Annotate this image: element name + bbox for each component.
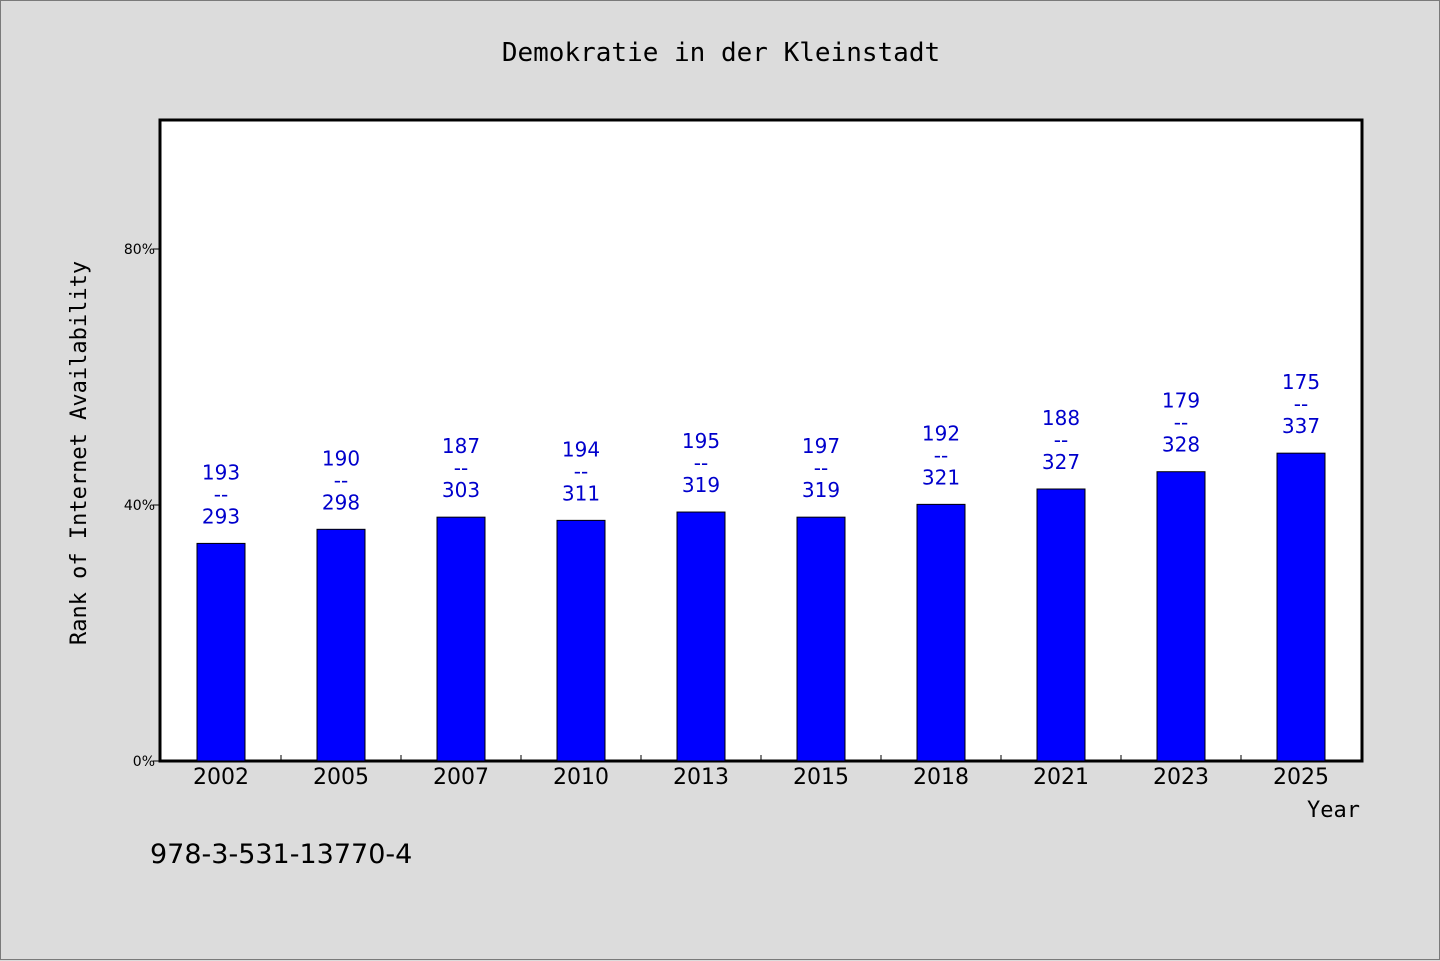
data-label: 328	[1162, 433, 1200, 457]
data-label: 321	[922, 465, 960, 489]
bars	[196, 452, 1326, 762]
data-label: --	[1294, 392, 1308, 416]
x-tick-label: 2013	[673, 765, 729, 790]
data-labels: 193--293190--298187--303194--311195--319…	[202, 370, 1320, 528]
data-label: 319	[802, 478, 840, 502]
data-label: --	[1174, 411, 1188, 435]
data-label: --	[214, 482, 228, 506]
x-tick-label: 2015	[793, 765, 849, 790]
data-label: 193	[202, 460, 240, 484]
x-tick-label: 2007	[433, 765, 489, 790]
bar	[676, 511, 726, 762]
x-axis: 2002 2005 2007 2010 2013 2015 2018 2021 2023 2025	[193, 755, 1329, 790]
y-axis: 0% 40% 80%	[124, 242, 161, 770]
y-axis-label: Rank of Internet Availability	[67, 261, 92, 645]
data-label: --	[934, 443, 948, 467]
bar	[1276, 452, 1326, 762]
data-label: 319	[682, 473, 720, 497]
data-label: 190	[322, 446, 360, 470]
data-label: 175	[1282, 370, 1320, 394]
data-label: 192	[922, 421, 960, 445]
data-label: --	[454, 456, 468, 480]
data-label: 197	[802, 434, 840, 458]
isbn-text: 978-3-531-13770-4	[150, 839, 412, 870]
data-label: 179	[1162, 389, 1200, 413]
bar	[196, 542, 246, 762]
data-label: 187	[442, 434, 480, 458]
bar	[916, 503, 966, 762]
data-label: 311	[562, 481, 600, 505]
x-tick-label: 2023	[1153, 765, 1209, 790]
bar	[1036, 488, 1086, 762]
data-label: 337	[1282, 414, 1320, 438]
y-tick-label: 40%	[124, 498, 155, 514]
data-label: --	[574, 459, 588, 483]
data-label: 194	[562, 437, 600, 461]
data-label: --	[1054, 428, 1068, 452]
data-label: 293	[202, 504, 240, 528]
data-label: 298	[322, 490, 360, 514]
data-label: 195	[682, 429, 720, 453]
data-label: --	[334, 468, 348, 492]
chart-title: Demokratie in der Kleinstadt	[502, 38, 940, 68]
bar	[556, 519, 606, 762]
data-label: --	[694, 451, 708, 475]
y-tick-label: 80%	[124, 242, 155, 258]
data-label: --	[814, 456, 828, 480]
y-tick-label: 0%	[133, 754, 155, 770]
x-tick-label: 2018	[913, 765, 969, 790]
bar	[436, 516, 486, 762]
x-tick-label: 2005	[313, 765, 369, 790]
bar	[796, 516, 846, 762]
x-tick-label: 2025	[1273, 765, 1329, 790]
bar	[316, 528, 366, 762]
x-tick-label: 2021	[1033, 765, 1089, 790]
x-tick-label: 2002	[193, 765, 249, 790]
x-axis-label: Year	[1307, 798, 1360, 823]
x-tick-label: 2010	[553, 765, 609, 790]
bar	[1156, 471, 1206, 762]
data-label: 327	[1042, 450, 1080, 474]
data-label: 188	[1042, 406, 1080, 430]
data-label: 303	[442, 478, 480, 502]
